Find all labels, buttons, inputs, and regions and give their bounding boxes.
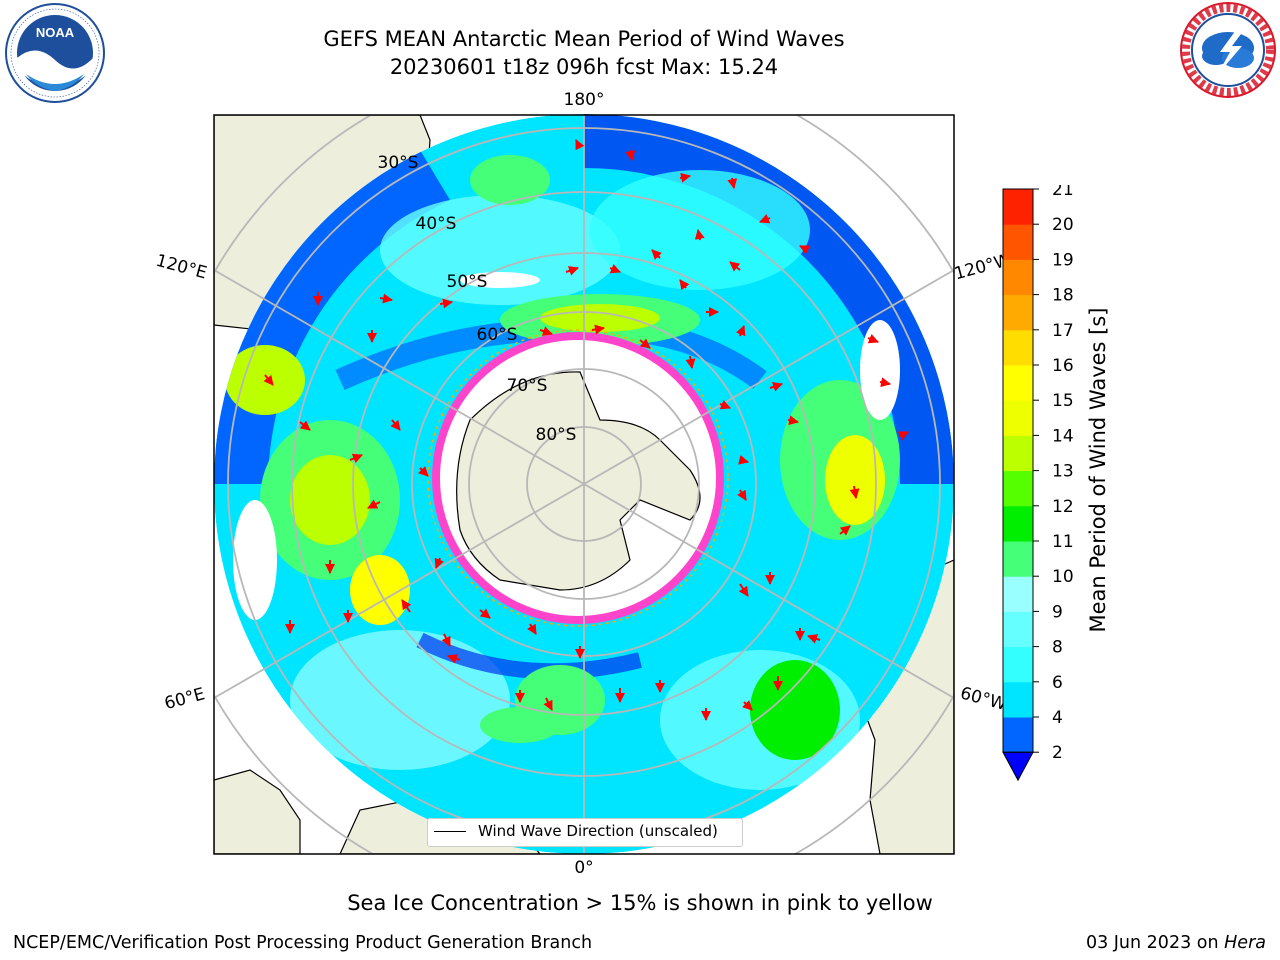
colorbar-tick-label: 14 <box>1052 426 1074 446</box>
colorbar-segment <box>1003 259 1033 296</box>
colorbar-extend-triangle <box>1002 751 1034 782</box>
colorbar-segment <box>1003 329 1033 366</box>
colorbar-tick-label: 17 <box>1052 321 1074 341</box>
colorbar-segment <box>1003 189 1033 225</box>
colorbar-tick-label: 6 <box>1052 673 1063 693</box>
lon-label-0: 0° <box>574 858 593 878</box>
nws-logo <box>1180 2 1276 98</box>
footer-date-prefix: 03 Jun 2023 on <box>1085 933 1225 953</box>
colorbar-segment <box>1003 541 1033 577</box>
colorbar-tick-label: 9 <box>1052 602 1063 622</box>
colorbar-tick-label: 12 <box>1052 497 1074 517</box>
footer-machine: Hera <box>1224 933 1266 953</box>
lon-label-120e: 120°E <box>154 251 209 284</box>
colorbar-tick-label: 19 <box>1052 250 1074 270</box>
noaa-logo: NOAA <box>5 3 105 103</box>
colorbar-tick-label: 18 <box>1052 286 1074 306</box>
colorbar-segment <box>1003 576 1033 612</box>
lon-label-180: 180° <box>564 90 605 110</box>
chart-title: GEFS MEAN Antarctic Mean Period of Wind … <box>323 27 845 51</box>
colorbar-segment <box>1003 365 1033 401</box>
legend-line-icon <box>434 831 466 832</box>
map-legend <box>427 818 743 847</box>
colorbar-tick-label: 15 <box>1052 391 1074 411</box>
lat-label-30s: 30°S <box>378 153 419 173</box>
colorbar-tick-label: 11 <box>1052 532 1074 552</box>
colorbar-segment <box>1003 400 1033 436</box>
colorbar-segment <box>1003 717 1033 753</box>
colorbar-segment <box>1003 611 1033 648</box>
colorbar-segment <box>1003 435 1033 472</box>
noaa-logo-text: NOAA <box>36 25 75 40</box>
colorbar-segment <box>1003 470 1033 507</box>
lat-label-50s: 50°S <box>447 272 488 292</box>
colorbar-tick-label: 8 <box>1052 638 1063 658</box>
colorbar-tick-label: 4 <box>1052 708 1063 728</box>
colorbar: 2 4 6 8 9 10 11 12 13 14 15 16 17 18 19 20 21 <box>1002 185 1074 782</box>
colorbar-tick-label: 20 <box>1052 215 1074 235</box>
colorbar-segment <box>1003 681 1033 718</box>
colorbar-segment <box>1003 505 1033 542</box>
colorbar-segment <box>1003 294 1033 331</box>
lat-label-40s: 40°S <box>416 214 457 234</box>
colorbar-label: Mean Period of Wind Waves [s] <box>1086 307 1110 633</box>
chart-subtitle: 20230601 t18z 096h fcst Max: 15.24 <box>389 55 779 79</box>
colorbar-tick-label: 13 <box>1052 462 1074 482</box>
sea-ice-note: Sea Ice Concentration > 15% is shown in … <box>347 891 933 915</box>
colorbar-tick-label: 16 <box>1052 356 1074 376</box>
colorbar-tick-label: 10 <box>1052 567 1074 587</box>
lat-label-80s: 80°S <box>536 425 577 445</box>
footer-date: 03 Jun 2023 on Hera <box>1086 933 1266 953</box>
colorbar-segment <box>1003 646 1033 683</box>
colorbar-tick-label: 2 <box>1052 743 1063 763</box>
colorbar-segment <box>1003 224 1033 260</box>
lat-label-60s: 60°S <box>477 325 518 345</box>
colorbar-tick-label: 21 <box>1052 185 1074 200</box>
lat-label-70s: 70°S <box>507 376 548 396</box>
lon-label-60e: 60°E <box>162 684 207 714</box>
legend-label: Wind Wave Direction (unscaled) <box>478 822 718 840</box>
footer-credit: NCEP/EMC/Verification Post Processing Pr… <box>13 933 593 953</box>
